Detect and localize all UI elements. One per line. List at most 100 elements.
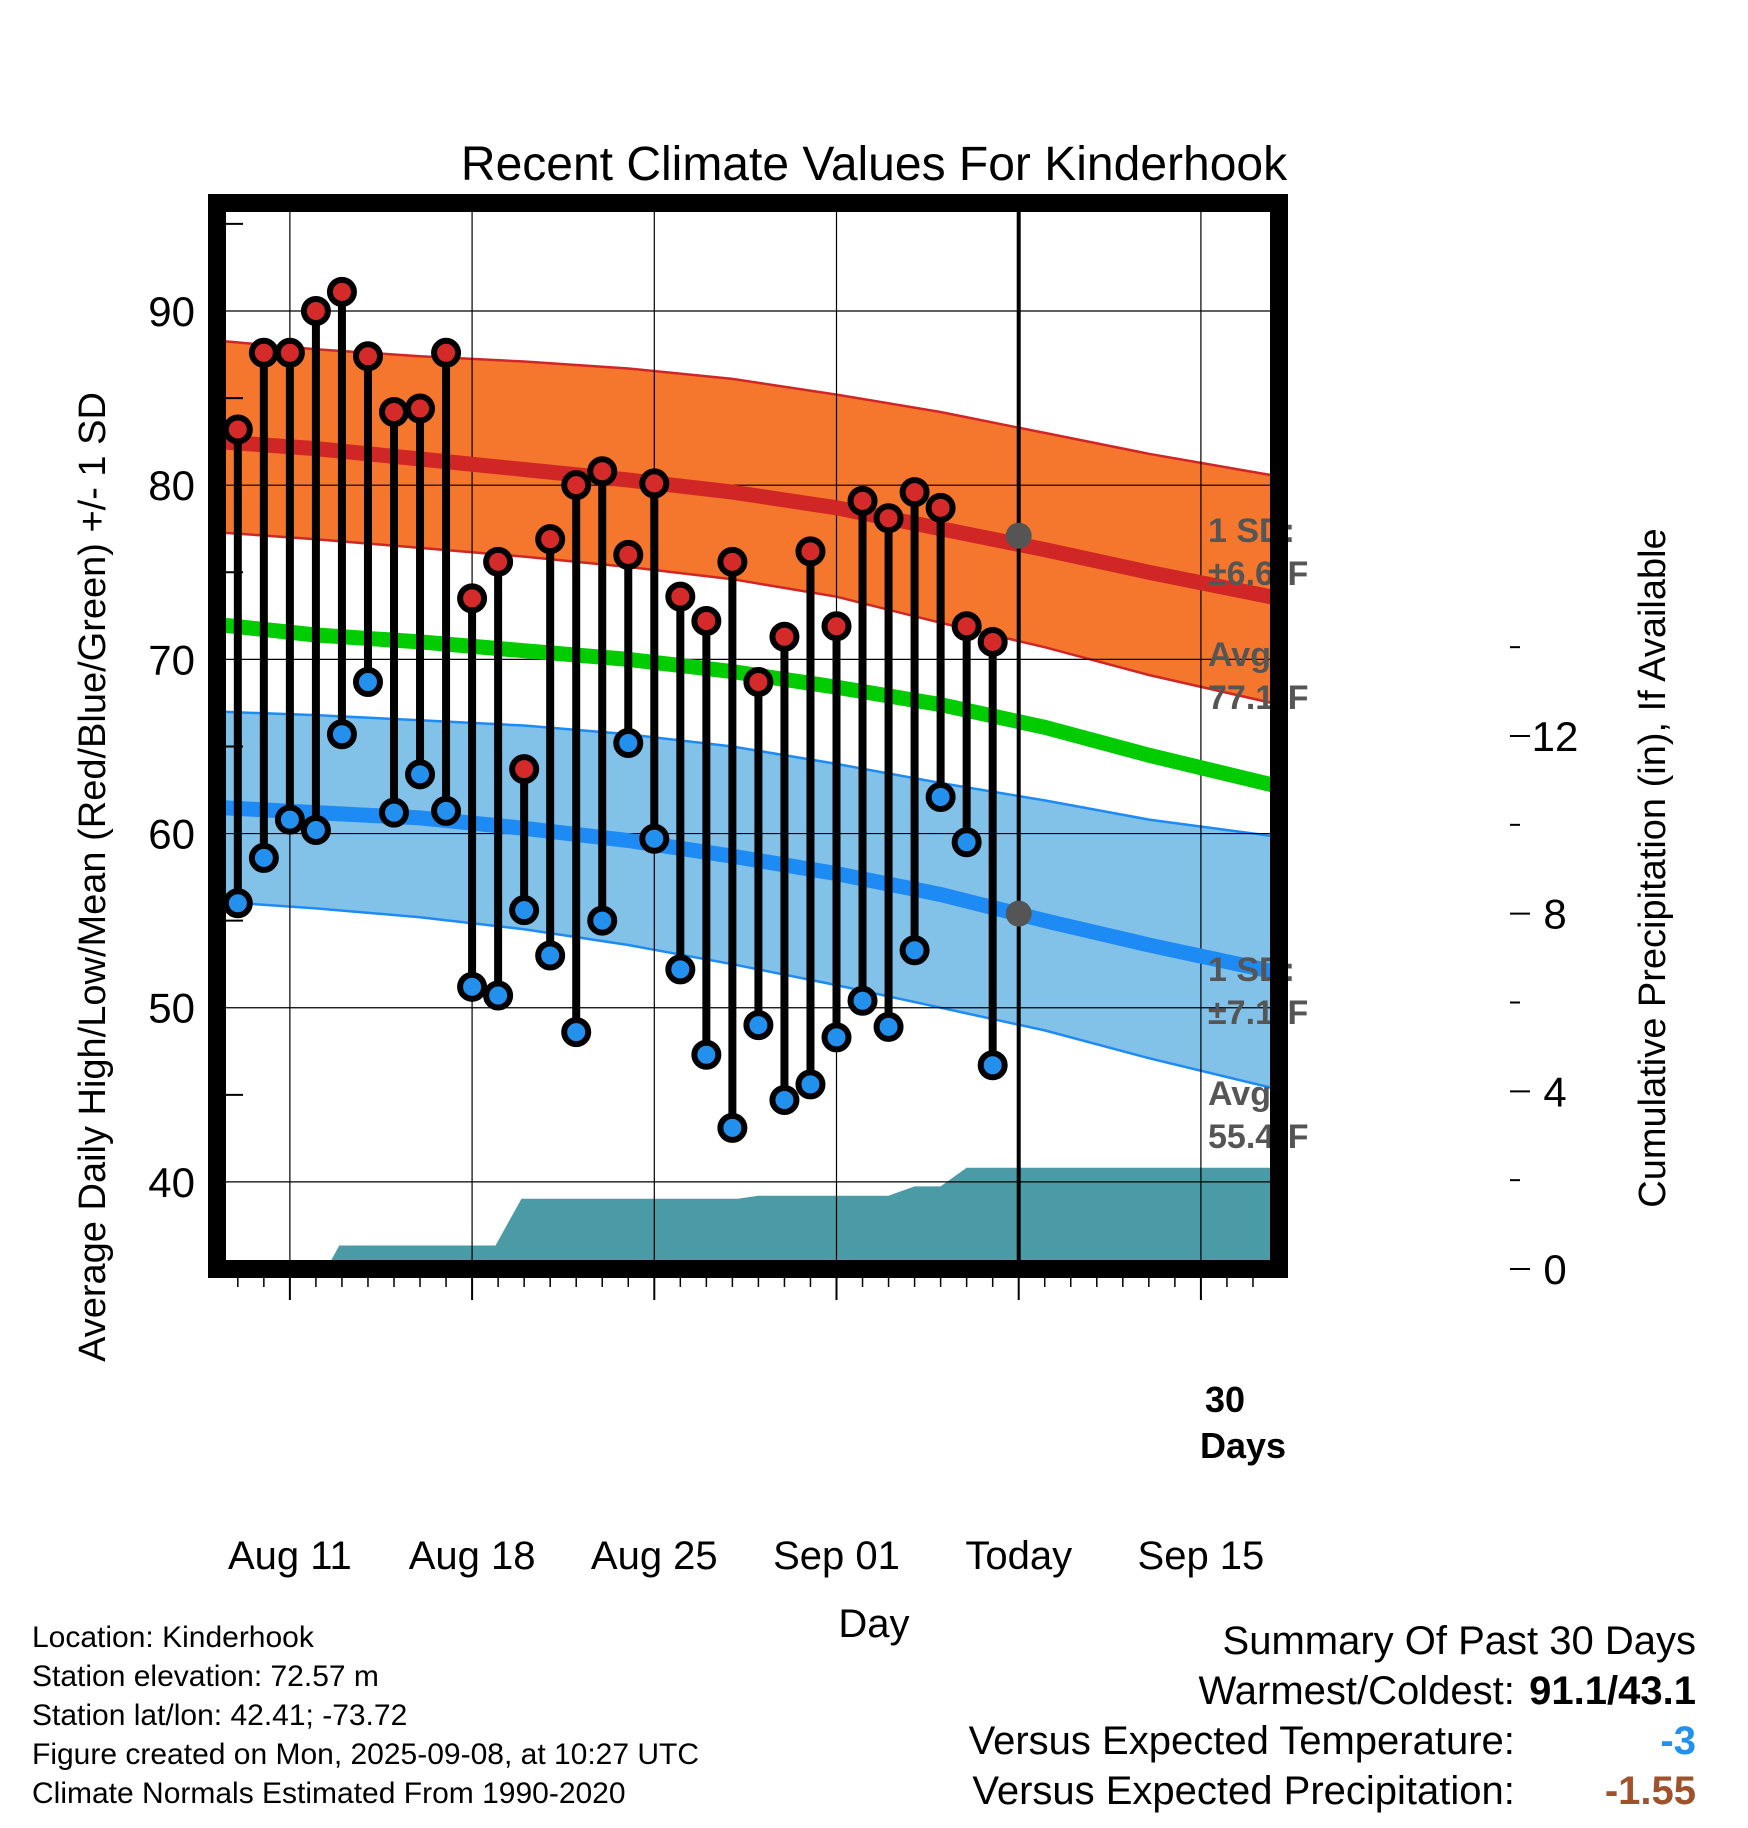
- high-temp-point: [717, 546, 748, 577]
- low-temp-point: [743, 1010, 774, 1041]
- y2-tick-label: 8: [1543, 891, 1566, 938]
- temp-anomaly-label: Versus Expected Temperature:: [968, 1719, 1515, 1763]
- high-temp-point: [613, 539, 644, 570]
- low-temp-point: [248, 842, 279, 873]
- low-temp-point: [977, 1050, 1008, 1081]
- summary-warmest-row: Warmest/Coldest: 91.1/43.1: [969, 1666, 1697, 1716]
- normals-text: Climate Normals Estimated From 1990-2020: [32, 1777, 626, 1810]
- latlon-text: Station lat/lon: 42.41; -73.72: [32, 1699, 408, 1732]
- high-temp-point: [899, 477, 930, 508]
- high-temp-point: [691, 606, 722, 637]
- y2-tick-label: 0: [1543, 1246, 1566, 1293]
- y-tick-label: 40: [148, 1159, 195, 1206]
- x-tick-label: Sep 01: [773, 1534, 900, 1578]
- low-temp-point: [352, 667, 383, 698]
- high-sd-value: ±6.6°F: [1208, 555, 1308, 593]
- low-temp-point: [899, 935, 930, 966]
- high-temp-point: [535, 524, 566, 555]
- summary-heading: Summary Of Past 30 Days: [1222, 1619, 1696, 1663]
- warmest-label: Warmest/Coldest:: [1198, 1669, 1515, 1713]
- low-temp-point: [717, 1112, 748, 1143]
- low-temp-point: [431, 795, 462, 826]
- low-temp-point: [326, 719, 357, 750]
- high-temp-point: [821, 611, 852, 642]
- low-temp-point: [274, 804, 305, 835]
- high-temp-point: [665, 581, 696, 612]
- low-temp-point: [535, 940, 566, 971]
- summary-panel: Summary Of Past 30 Days Warmest/Coldest:…: [969, 1616, 1696, 1816]
- warmest-value: 91.1/43.1: [1529, 1669, 1696, 1713]
- plot-inner: [226, 203, 1270, 1260]
- high-avg-label: Avg:: [1208, 636, 1282, 674]
- x-axis-label: Day: [838, 1602, 909, 1646]
- low-sd-value: ±7.1°F: [1208, 994, 1308, 1032]
- high-temp-point: [873, 503, 904, 534]
- y-tick-label: 80: [148, 462, 195, 509]
- high-temp-point: [743, 667, 774, 698]
- chart-title: Recent Climate Values For Kinderhook: [461, 138, 1288, 191]
- precip-anomaly-label: Versus Expected Precipitation:: [972, 1769, 1515, 1813]
- precipitation-area: [331, 1167, 1270, 1260]
- low-temp-point: [226, 888, 253, 919]
- elevation-text: Station elevation: 72.57 m: [32, 1660, 379, 1693]
- high-temp-point: [769, 621, 800, 652]
- low-temp-point: [561, 1017, 592, 1048]
- low-temp-point: [769, 1085, 800, 1116]
- low-avg-value: 55.4°F: [1208, 1118, 1309, 1156]
- x-tick-label: Sep 15: [1138, 1534, 1265, 1578]
- y2-axis-label: Cumulative Precipitation (in), If Availa…: [1632, 528, 1674, 1207]
- low-temp-point: [951, 827, 982, 858]
- high-temp-point: [925, 492, 956, 523]
- y-tick-label: 70: [148, 636, 195, 683]
- days-count-label: 30: [1205, 1379, 1245, 1420]
- high-temp-point: [561, 470, 592, 501]
- low-avg-label: Avg:: [1208, 1075, 1282, 1113]
- high-temp-point: [457, 583, 488, 614]
- days-word-label: Days: [1200, 1425, 1286, 1466]
- high-temp-point: [483, 546, 514, 577]
- low-temp-point: [665, 954, 696, 985]
- low-temp-point: [509, 895, 540, 926]
- high-temp-point: [847, 485, 878, 516]
- low-temp-point: [639, 823, 670, 854]
- y-tick-label: 60: [148, 811, 195, 858]
- x-tick-label: Aug 18: [409, 1534, 536, 1578]
- today-low-avg-marker: [1005, 900, 1032, 927]
- low-temp-point: [379, 797, 409, 828]
- low-temp-point: [795, 1069, 826, 1100]
- station-metadata: Location: Kinderhook Station elevation: …: [32, 1618, 699, 1813]
- low-temp-point: [613, 727, 644, 758]
- precip-anomaly-value: -1.55: [1604, 1769, 1696, 1813]
- high-avg-line: [226, 434, 1270, 605]
- high-temp-point: [405, 393, 436, 424]
- high-temp-point: [300, 295, 331, 326]
- high-temp-point: [431, 337, 462, 368]
- high-avg-value: 77.1°F: [1208, 679, 1309, 717]
- high-temp-point: [326, 276, 357, 307]
- high-temp-point: [274, 337, 305, 368]
- low-temp-point: [405, 759, 436, 790]
- x-tick-label: Aug 11: [228, 1534, 352, 1578]
- low-temp-point: [483, 980, 514, 1011]
- low-temp-point: [300, 815, 331, 846]
- low-sd-band: [226, 711, 1270, 1088]
- high-temp-point: [509, 754, 540, 785]
- y2-tick-label: 12: [1532, 713, 1579, 760]
- low-temp-point: [587, 905, 618, 936]
- x-tick-label: Today: [965, 1534, 1072, 1578]
- y-axis-label: Average Daily High/Low/Mean (Red/Blue/Gr…: [72, 392, 114, 1362]
- high-temp-point: [248, 337, 279, 368]
- y-tick-label: 50: [148, 985, 195, 1032]
- low-temp-point: [457, 971, 488, 1002]
- high-temp-point: [795, 536, 826, 567]
- low-temp-point: [847, 985, 878, 1016]
- high-sd-upper-line: [226, 340, 1270, 477]
- temp-anomaly-value: -3: [1660, 1719, 1696, 1763]
- created-text: Figure created on Mon, 2025-09-08, at 10…: [32, 1738, 700, 1771]
- high-temp-point: [352, 341, 383, 372]
- high-temp-point: [977, 626, 1008, 657]
- high-temp-point: [226, 414, 253, 445]
- high-sd-band: [226, 341, 1270, 703]
